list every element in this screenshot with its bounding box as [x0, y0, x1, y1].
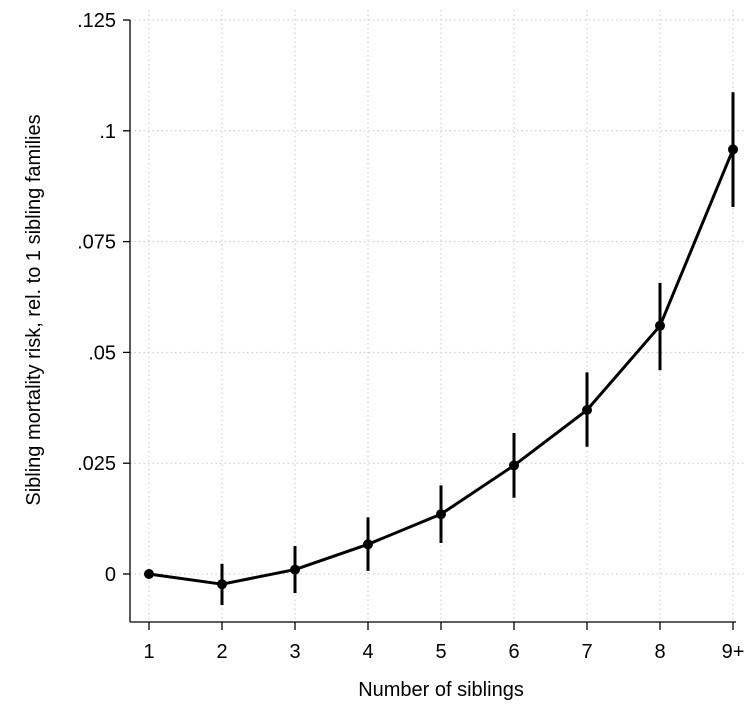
data-point	[436, 509, 446, 520]
data-point	[582, 405, 592, 416]
y-axis-title: Sibling mortality risk, rel. to 1 siblin…	[23, 114, 45, 505]
x-tick-label: 8	[654, 641, 665, 663]
x-tick-label: 3	[289, 641, 300, 663]
data-point	[728, 144, 738, 155]
plot-marks	[144, 92, 738, 606]
y-tick-label: .125	[77, 10, 116, 32]
data-point	[363, 539, 373, 550]
x-tick-label: 1	[143, 641, 154, 663]
x-tick-label: 2	[216, 641, 227, 663]
x-tick-label: 4	[362, 641, 373, 663]
x-axis-title: Number of siblings	[358, 679, 524, 701]
data-point	[290, 564, 300, 575]
y-tick-label: .05	[88, 342, 116, 364]
y-tick-label: 0	[105, 564, 116, 586]
x-tick-label: 9+	[722, 641, 745, 663]
grid-lines	[130, 10, 746, 622]
y-tick-label: .075	[77, 232, 116, 254]
y-tick-label: .025	[77, 453, 116, 475]
data-point	[217, 579, 227, 590]
data-point	[509, 460, 519, 471]
y-tick-label: .1	[99, 121, 116, 143]
x-tick-label: 7	[581, 641, 592, 663]
axes: 0 .025 .05 .075 .1 .125 1 2 3 4 5 6 7 8 9+	[77, 10, 744, 663]
x-tick-label: 6	[508, 641, 519, 663]
x-tick-label: 5	[435, 641, 446, 663]
data-point	[144, 569, 154, 579]
data-point	[655, 320, 665, 331]
